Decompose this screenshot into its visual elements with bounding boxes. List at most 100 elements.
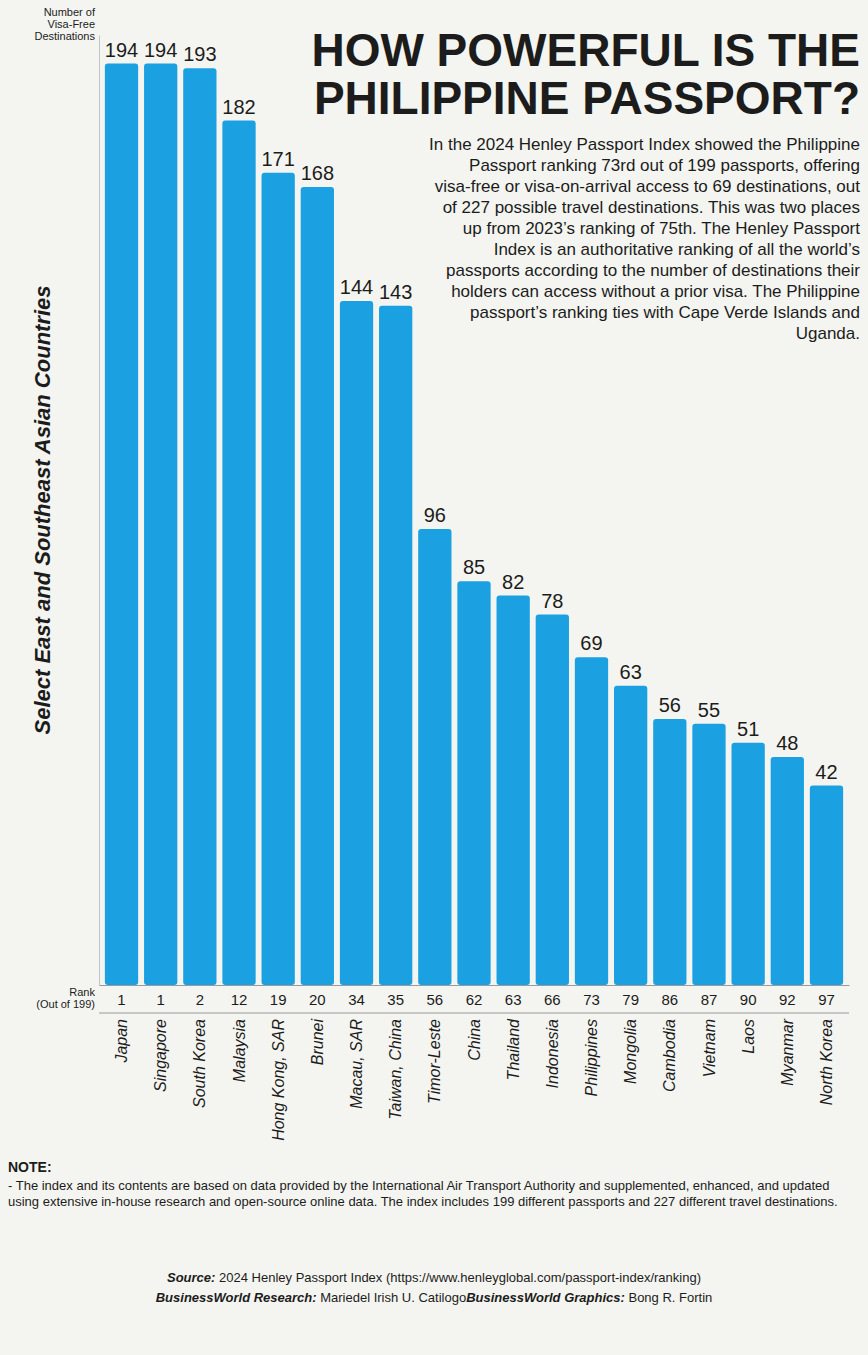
x-tick: Mongolia [622,985,639,1084]
bar [379,306,412,985]
text-part: Source: [167,1270,215,1285]
subtitle: passports according to the number of des… [446,261,860,280]
subtitle: up from 2023’s ranking of 75th. The Henl… [463,219,860,238]
bar [732,743,765,985]
subtitle: passport’s ranking ties with Cape Verde … [470,303,860,322]
data-label: 182 [222,96,255,118]
x-tick-label: Malaysia [231,1019,248,1082]
x-tick-label: Thailand [505,1018,522,1080]
data-label: 85 [463,556,485,578]
rank-label: 86 [661,991,678,1008]
rank-title: (Out of 199) [36,998,95,1010]
rank-label: 1 [117,991,125,1008]
x-tick: China [466,985,483,1061]
rank-label: 62 [466,991,483,1008]
data-label: 48 [776,732,798,754]
credits: BusinessWorld Research: Mariedel Irish U… [156,1290,713,1305]
rank-label: 90 [740,991,757,1008]
x-tick-label: China [466,1019,483,1061]
chart-container: HOW POWERFUL IS THEPHILIPPINE PASSPORT?I… [0,0,868,1355]
bar [183,68,216,985]
x-tick: Philippines [583,985,600,1096]
bar [771,757,804,985]
data-label: 51 [737,718,759,740]
rank-title: Rank [69,986,95,998]
rank-label: 97 [818,991,835,1008]
x-tick: South Korea [191,985,208,1108]
data-labels: 1941941931821711681441439685827869635655… [105,39,838,783]
note: - The index and its contents are based o… [8,1178,830,1193]
data-label: 194 [105,39,138,61]
text-part: Mariedel Irish U. Catilogo [317,1290,467,1305]
bar [575,657,608,985]
x-tick-label: Cambodia [661,1019,678,1092]
x-tick: Indonesia [544,985,561,1088]
data-label: 55 [698,699,720,721]
title: PHILIPPINE PASSPORT? [314,72,860,124]
bar [614,686,647,985]
text-part: 2024 Henley Passport Index (https://www.… [215,1270,701,1285]
bar [457,581,490,985]
x-tick: Thailand [505,985,522,1080]
data-label: 82 [502,571,524,593]
rank-row-line [99,1013,849,1014]
data-label: 193 [183,43,216,65]
bar [692,724,725,985]
x-tick: Timor-Leste [426,985,443,1104]
x-tick-label: Taiwan, China [387,1019,404,1120]
rank-label: 63 [505,991,522,1008]
bar [536,615,569,986]
y-axis-title: Visa-Free [48,18,95,30]
bar [418,529,451,985]
bar [144,64,177,986]
x-tick-label: Indonesia [544,1019,561,1088]
data-label: 144 [340,276,373,298]
data-label: 69 [580,632,602,654]
x-tick: Cambodia [661,985,678,1092]
subtitle: Passport ranking 73rd out of 199 passpor… [469,156,860,175]
background [0,0,868,1355]
note: using extensive in-house research and op… [8,1194,838,1209]
x-tick: Myanmar [779,985,796,1086]
x-tick: Macau, SAR [348,985,365,1109]
subtitle: In the 2024 Henley Passport Index showed… [429,135,860,154]
data-label: 63 [620,661,642,683]
rank-label: 19 [270,991,287,1008]
rank-label: 66 [544,991,561,1008]
data-label: 194 [144,39,177,61]
bar [497,596,530,986]
x-tick-label: South Korea [191,1019,208,1108]
rank-label: 56 [426,991,443,1008]
subtitle: visa-free or visa-on-arrival access to 6… [435,177,860,196]
rank-label: 79 [622,991,639,1008]
subtitle: Uganda. [796,324,860,343]
x-tick-label: Philippines [583,1019,600,1096]
rank-label: 35 [387,991,404,1008]
x-axis: JapanSingaporeSouth KoreaMalaysiaHong Ko… [100,985,850,1141]
x-tick-label: Timor-Leste [426,1019,443,1104]
x-tick-label: Macau, SAR [348,1019,365,1109]
rank-label: 73 [583,991,600,1008]
data-label: 171 [261,148,294,170]
bar [105,64,138,986]
x-tick: Vietnam [701,985,718,1077]
y-axis [99,36,100,986]
bar [810,786,843,986]
subtitle: Index is an authoritative ranking of all… [494,240,860,259]
rank-label: 2 [196,991,204,1008]
ranks: 11212192034355662636673798687909297 [117,991,834,1008]
x-axis-line [100,985,850,986]
chart-svg: HOW POWERFUL IS THEPHILIPPINE PASSPORT?I… [0,0,868,1355]
note-label: NOTE: [8,1159,52,1175]
subtitle: holders can access without a prior visa.… [451,282,860,301]
x-tick-label: Singapore [152,1019,169,1092]
x-tick: Malaysia [231,985,248,1082]
x-tick-label: Japan [113,1019,130,1064]
x-tick: Singapore [152,985,169,1092]
data-label: 168 [301,162,334,184]
x-tick: North Korea [818,985,835,1105]
x-tick-label: Brunei [309,1019,326,1066]
source: Source: 2024 Henley Passport Index (http… [167,1270,701,1285]
y-axis-title: Number of [44,6,96,18]
bar [262,173,295,985]
